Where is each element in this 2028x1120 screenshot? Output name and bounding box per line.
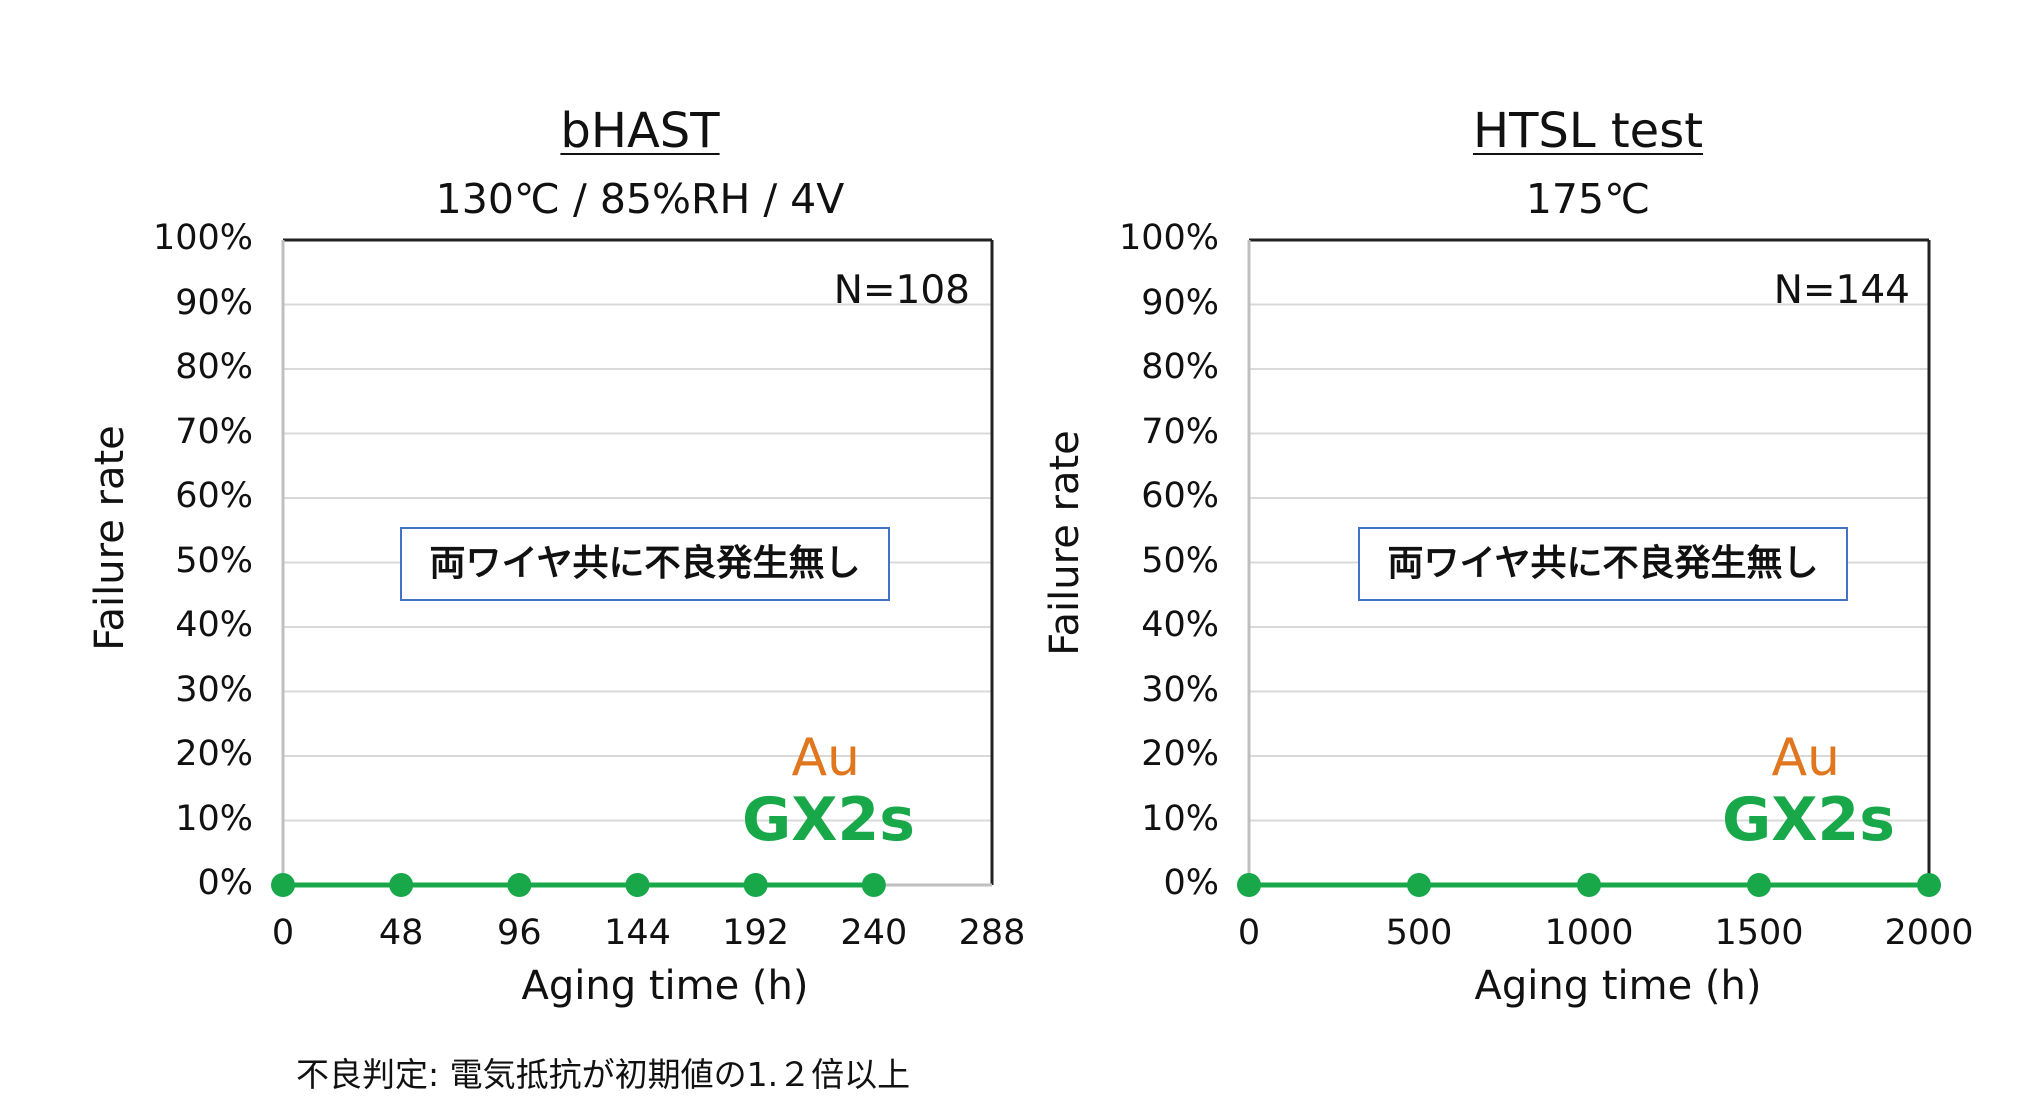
chart-1-data-point: [389, 873, 414, 897]
chart-1-data-point: [507, 873, 532, 897]
failure-criterion-note: 不良判定: 電気抵抗が初期値の1.２倍以上: [296, 1055, 911, 1094]
chart-2-title: HTSL test: [1472, 103, 1704, 159]
chart-1-annotation: 両ワイヤ共に不良発生無し: [400, 527, 890, 601]
chart-2-y-tick-label: 30%: [1141, 669, 1219, 710]
chart-1-x-tick-label: 240: [840, 913, 908, 953]
chart-2-y-axis-label: Failure rate: [1042, 430, 1088, 656]
chart-2-y-tick-label: 60%: [1141, 476, 1219, 516]
chart-1-y-tick-label: 60%: [175, 476, 253, 516]
chart-1-sample-size: N=108: [833, 268, 970, 313]
chart-1-x-tick-label: 192: [722, 913, 790, 953]
chart-2-x-tick-label: 2000: [1884, 913, 1974, 953]
chart-2-x-tick-label: 1500: [1714, 913, 1804, 953]
chart-1-x-axis-label: Aging time (h): [521, 963, 809, 1009]
chart-2-data-point: [1407, 873, 1431, 897]
chart-2-subtitle: 175℃: [1525, 175, 1651, 223]
chart-1-y-tick-label: 40%: [175, 605, 253, 645]
chart-1-y-tick-label: 80%: [175, 347, 253, 387]
chart-2-y-tick-label: 40%: [1141, 605, 1219, 645]
chart-1-y-tick-label: 10%: [175, 798, 253, 839]
chart-2-data-point: [1237, 873, 1261, 897]
chart-2-y-tick-label: 0%: [1163, 863, 1219, 903]
chart-2-y-tick-label: 90%: [1141, 282, 1219, 323]
chart-1-title: bHAST: [560, 103, 720, 159]
chart-1-data-point: [861, 873, 886, 897]
chart-2-x-tick-label: 500: [1385, 913, 1453, 953]
chart-2-y-tick-label: 10%: [1141, 798, 1219, 839]
chart-1-x-tick-label: 96: [497, 913, 542, 953]
chart-1-y-tick-label: 100%: [152, 218, 253, 258]
chart-2-data-point: [1917, 873, 1941, 897]
chart-2-y-tick-label: 50%: [1141, 540, 1219, 581]
chart-2-y-tick-label: 80%: [1141, 347, 1219, 387]
chart-2-x-axis-label: Aging time (h): [1474, 963, 1762, 1009]
chart-1-data-point: [743, 873, 768, 897]
chart-2-annotation: 両ワイヤ共に不良発生無し: [1358, 527, 1848, 601]
chart-1-y-tick-label: 0%: [197, 863, 253, 903]
chart-1-legend-au: Au: [791, 728, 860, 788]
chart-1-data-point: [625, 873, 650, 897]
chart-1-legend-gx2s: GX2s: [742, 785, 915, 855]
chart-2-y-tick-label: 70%: [1141, 411, 1219, 452]
chart-2-legend-gx2s: GX2s: [1722, 785, 1895, 855]
chart-2-y-tick-label: 100%: [1118, 218, 1219, 258]
chart-1-subtitle: 130℃ / 85%RH / 4V: [435, 175, 845, 223]
chart-1-x-tick-label: 0: [271, 913, 295, 953]
chart-1-x-tick-label: 144: [604, 913, 671, 953]
chart-1-x-tick-label: 288: [958, 913, 1026, 953]
chart-2-legend-au: Au: [1771, 728, 1840, 788]
chart-1-y-tick-label: 90%: [175, 282, 253, 323]
chart-1-y-tick-label: 30%: [175, 669, 253, 710]
chart-2-data-point: [1577, 873, 1601, 897]
chart-1-data-point: [271, 873, 295, 897]
chart-2-y-tick-label: 20%: [1141, 734, 1219, 774]
chart-2-x-tick-label: 1000: [1544, 913, 1634, 953]
chart-1-y-tick-label: 50%: [175, 540, 253, 581]
chart-2-data-point: [1747, 873, 1771, 897]
chart-1-y-tick-label: 20%: [175, 734, 253, 774]
chart-2-sample-size: N=144: [1773, 268, 1910, 313]
chart-1-x-tick-label: 48: [378, 913, 424, 953]
chart-2-x-tick-label: 0: [1237, 913, 1261, 953]
chart-1-y-tick-label: 70%: [175, 411, 253, 452]
